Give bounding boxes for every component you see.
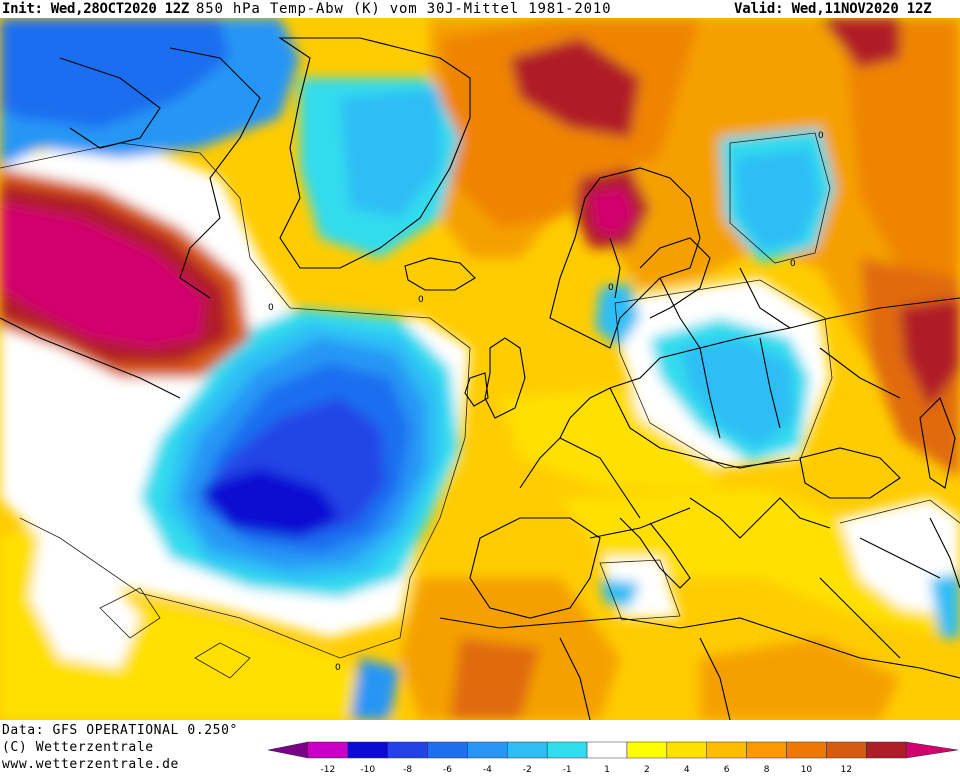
zero-contours [0, 132, 960, 679]
valid-time-label: Valid: Wed,11NOV2020 12Z [734, 1, 932, 17]
copyright-label: (C) Wetterzentrale [2, 740, 154, 755]
contour-label: 0 [608, 283, 614, 293]
data-source-label: Data: GFS OPERATIONAL 0.250° [2, 723, 238, 738]
legend-swatch [706, 741, 747, 759]
legend-tick-label: 12 [841, 765, 852, 775]
map-title: 850 hPa Temp-Abw (K) vom 30J-Mittel 1981… [196, 1, 612, 17]
legend-swatch [905, 741, 959, 759]
contour-label: 0 [790, 259, 796, 269]
legend-scale: -12 -10 -8 -6 -4 -2 -1 1 2 4 6 8 10 12 [267, 741, 959, 775]
legend-tick-label: -12 [320, 765, 335, 775]
anomaly-shading [0, 18, 960, 720]
legend-swatch [626, 741, 668, 759]
legend-swatch [866, 741, 907, 759]
legend-tick-label: -4 [483, 765, 492, 775]
init-time-label: Init: Wed,28OCT2020 12Z [2, 1, 189, 17]
website-label: www.wetterzentrale.de [2, 757, 179, 772]
contour-label: 0 [818, 131, 824, 141]
temperature-anomaly-map: 0 0 0 0 0 0 [0, 18, 960, 720]
legend-tick-label: 8 [764, 765, 770, 775]
legend-swatch [826, 741, 867, 759]
map-canvas: 0 0 0 0 0 0 [0, 18, 960, 720]
contour-label: 0 [335, 663, 341, 673]
legend-tick-label: -1 [563, 765, 572, 775]
coastlines [0, 37, 960, 720]
legend-tick-label: -6 [443, 765, 452, 775]
legend-swatch [467, 741, 508, 759]
legend-swatch [307, 741, 349, 759]
legend-tick-label: 1 [604, 765, 610, 775]
legend-swatch [507, 741, 548, 759]
map-footer: Data: GFS OPERATIONAL 0.250° (C) Wetterz… [0, 720, 960, 776]
map-header: Init: Wed,28OCT2020 12Z 850 hPa Temp-Abw… [0, 0, 960, 18]
legend-tick-label: -2 [523, 765, 532, 775]
legend-tick-label: 2 [644, 765, 650, 775]
legend-tick-label: 10 [801, 765, 813, 775]
legend-swatch [586, 741, 628, 759]
contour-label: 0 [268, 303, 274, 313]
contour-labels: 0 0 0 0 0 0 [268, 131, 824, 673]
legend-swatch [666, 741, 707, 759]
legend-tick-label: 6 [724, 765, 730, 775]
credits: Data: GFS OPERATIONAL 0.250° (C) Wetterz… [2, 722, 238, 773]
legend-tick-label: 4 [684, 765, 690, 775]
legend-swatch [347, 741, 388, 759]
legend-swatch [387, 741, 428, 759]
legend-swatch [427, 741, 468, 759]
legend-swatch [746, 741, 787, 759]
contour-label: 0 [418, 295, 424, 305]
color-legend: -12 -10 -8 -6 -4 -2 -1 1 2 4 6 8 10 12 [267, 740, 959, 776]
legend-swatch [267, 741, 309, 759]
legend-tick-label: -10 [360, 765, 375, 775]
legend-swatch [786, 741, 827, 759]
legend-tick-label: -8 [403, 765, 412, 775]
legend-swatch [546, 741, 588, 759]
